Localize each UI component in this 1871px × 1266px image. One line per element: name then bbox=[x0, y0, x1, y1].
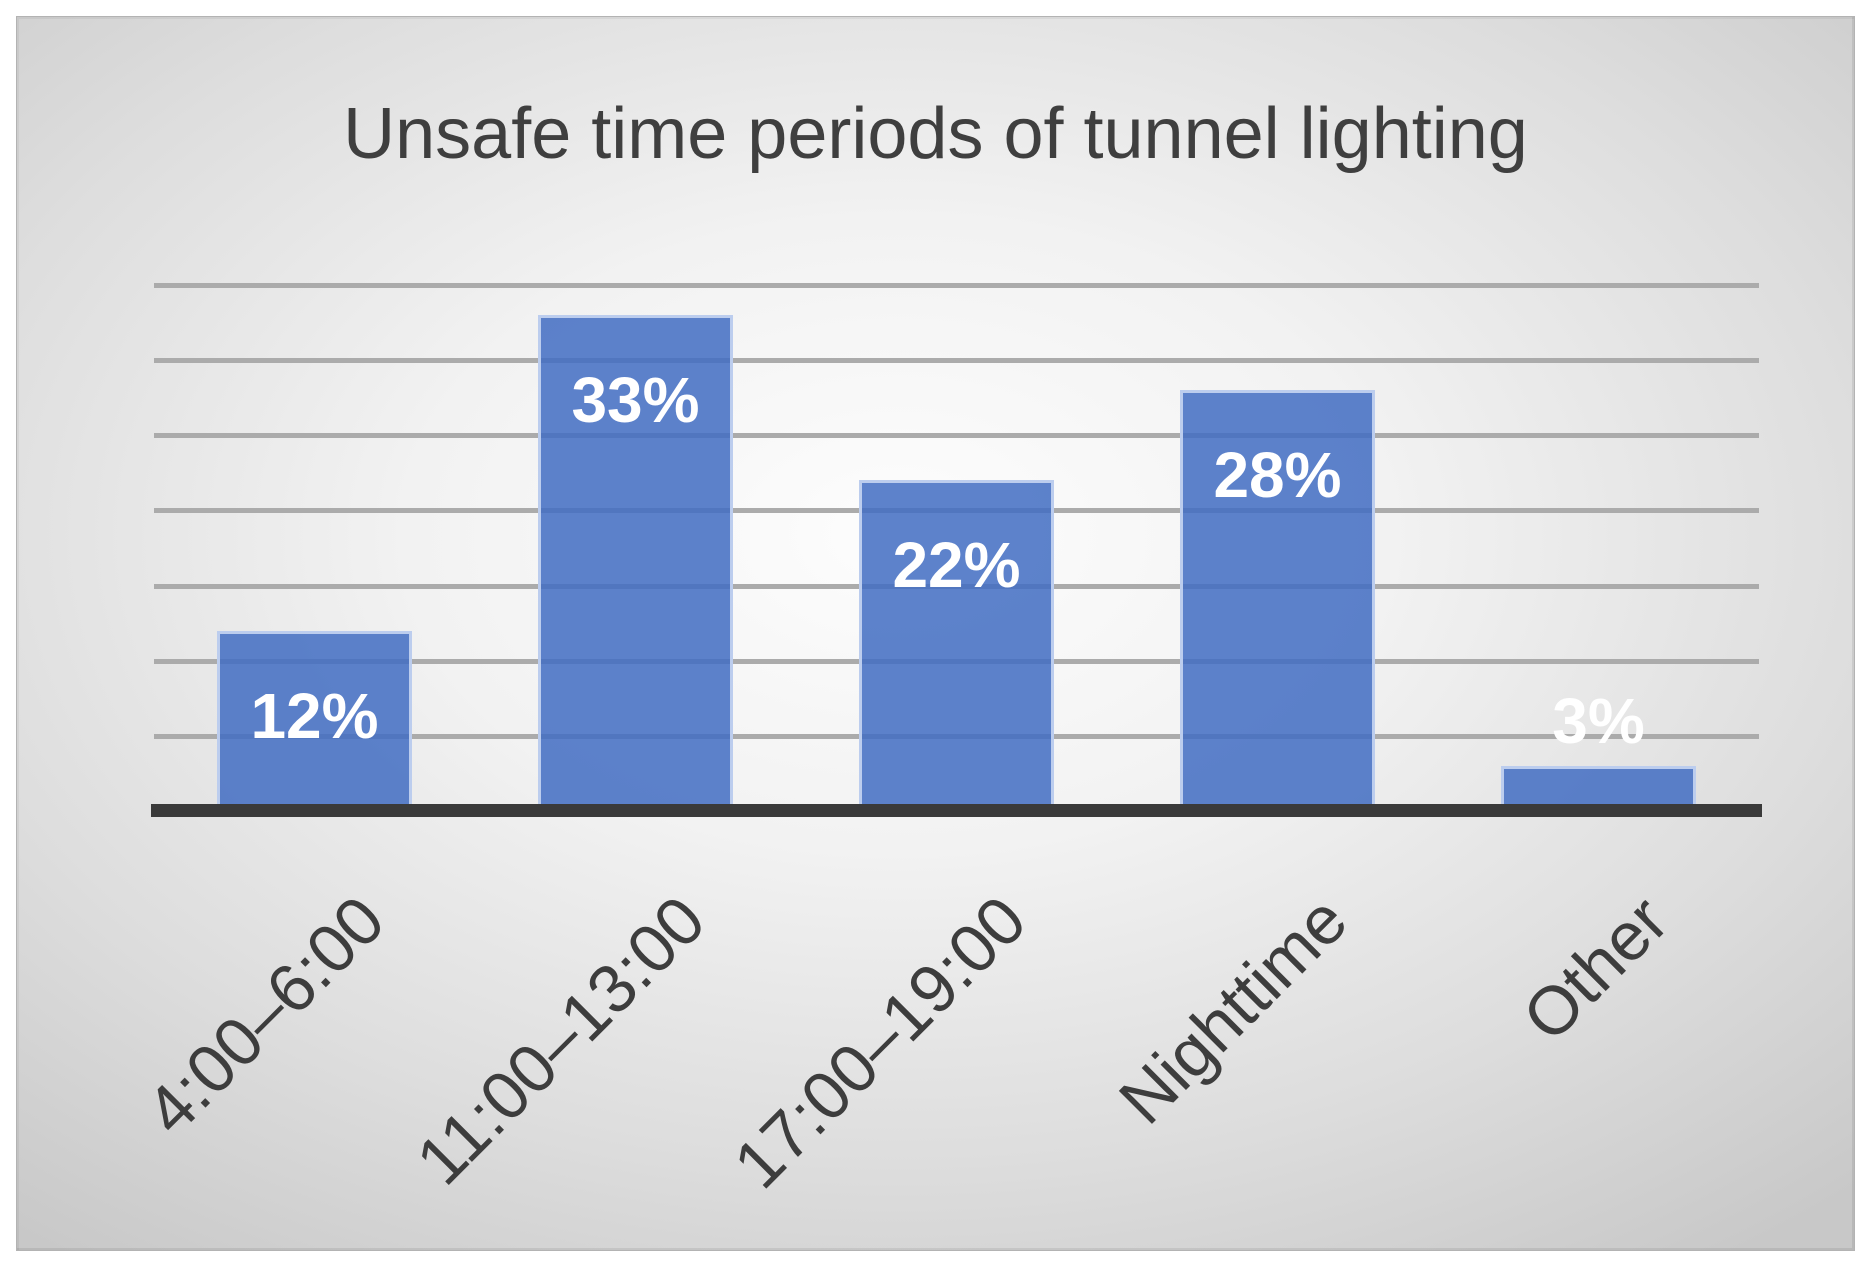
category-label-5: Other bbox=[1508, 881, 1683, 1056]
plot-area: 12% 4:00–6:00 33% 11:00–13:00 22% 17:00–19:00… bbox=[17, 17, 1854, 1250]
gridline-25pct bbox=[154, 433, 1759, 439]
category-label-4: Nighttime bbox=[1105, 881, 1362, 1139]
x-axis-line bbox=[151, 804, 1762, 817]
data-label-2: 33% bbox=[571, 364, 700, 437]
bar-4 bbox=[1180, 390, 1375, 808]
gridline-35pct bbox=[154, 283, 1759, 288]
gridline-30pct bbox=[154, 358, 1759, 364]
bar-1 bbox=[217, 630, 412, 808]
chart-title: Unsafe time periods of tunnel lighting bbox=[343, 94, 1528, 174]
slide-background: Unsafe time periods of tunnel lighting 1… bbox=[16, 16, 1855, 1251]
bar-3 bbox=[859, 480, 1054, 808]
bar-5 bbox=[1501, 765, 1696, 808]
category-label-1: 4:00–6:00 bbox=[131, 881, 399, 1150]
category-label-2: 11:00–13:00 bbox=[402, 881, 720, 1200]
bar-2 bbox=[538, 315, 733, 808]
data-label-3: 22% bbox=[892, 529, 1021, 602]
category-label-3: 17:00–19:00 bbox=[719, 881, 1041, 1203]
data-label-5: 3% bbox=[1552, 684, 1645, 757]
data-label-1: 12% bbox=[250, 679, 379, 752]
data-label-4: 28% bbox=[1213, 439, 1342, 512]
